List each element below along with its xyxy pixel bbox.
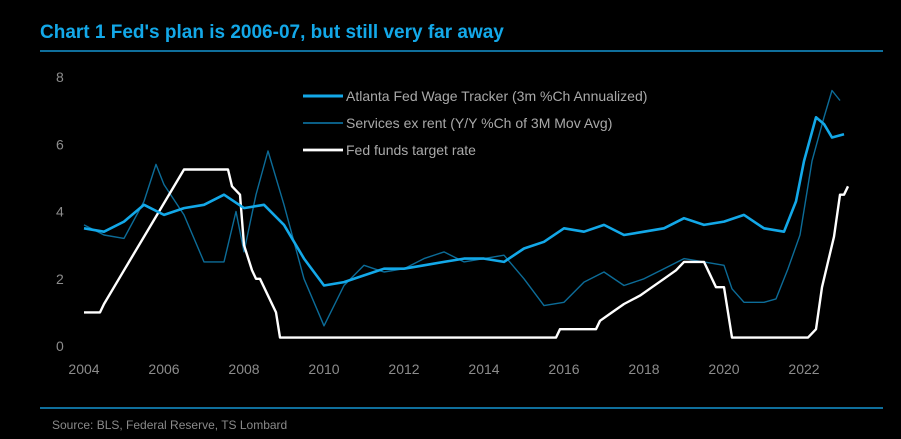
source-note: Source: BLS, Federal Reserve, TS Lombard (52, 418, 288, 432)
chart-title: Chart 1 Fed's plan is 2006-07, but still… (40, 22, 504, 43)
legend-label: Services ex rent (Y/Y %Ch of 3M Mov Avg) (346, 115, 612, 131)
series-line-1 (83, 116, 845, 287)
series-line-2 (83, 89, 841, 327)
x-tick-label: 2008 (228, 361, 259, 377)
y-tick-label: 0 (56, 338, 64, 354)
y-tick-label: 2 (56, 271, 64, 287)
y-tick-label: 8 (56, 69, 64, 85)
x-tick-label: 2006 (148, 361, 179, 377)
y-tick-label: 6 (56, 136, 64, 152)
legend-label: Fed funds target rate (346, 142, 476, 158)
footer-divider (40, 407, 883, 409)
x-tick-label: 2020 (708, 361, 739, 377)
x-tick-label: 2012 (388, 361, 419, 377)
legend-label: Atlanta Fed Wage Tracker (3m %Ch Annuali… (346, 88, 647, 104)
title-divider (40, 50, 883, 52)
x-tick-label: 2022 (788, 361, 819, 377)
y-tick-label: 4 (56, 204, 64, 220)
y-axis-ticks: 0 2 4 6 8 (56, 69, 64, 354)
x-tick-label: 2004 (68, 361, 99, 377)
x-tick-label: 2018 (628, 361, 659, 377)
series-line-3 (84, 168, 850, 339)
x-tick-label: 2016 (548, 361, 579, 377)
legend: Atlanta Fed Wage Tracker (3m %Ch Annuali… (303, 88, 647, 158)
x-tick-label: 2014 (468, 361, 499, 377)
x-axis-ticks: 2004 2006 2008 2010 2012 2014 2016 2018 2020 2022 (68, 361, 819, 377)
x-tick-label: 2010 (308, 361, 339, 377)
series-lines (83, 89, 850, 339)
